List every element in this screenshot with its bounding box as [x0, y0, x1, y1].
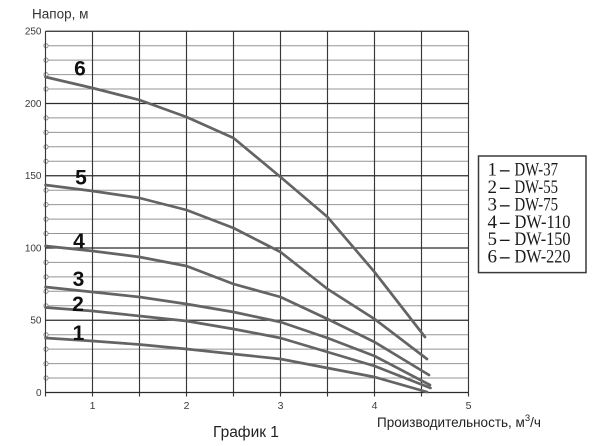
- svg-text:–: –: [499, 177, 510, 198]
- svg-text:150: 150: [25, 171, 42, 182]
- svg-text:–: –: [499, 229, 510, 250]
- svg-text:5: 5: [488, 229, 498, 250]
- svg-text:200: 200: [25, 99, 42, 110]
- svg-text:DW-150: DW-150: [515, 229, 571, 250]
- svg-text:5: 5: [466, 400, 472, 412]
- svg-text:–: –: [499, 194, 510, 215]
- svg-text:3: 3: [73, 268, 85, 291]
- svg-text:4: 4: [488, 212, 498, 233]
- svg-text:3: 3: [488, 194, 498, 215]
- svg-text:250: 250: [25, 27, 42, 38]
- svg-text:100: 100: [25, 243, 42, 254]
- svg-text:–: –: [499, 247, 510, 268]
- svg-text:4: 4: [372, 400, 378, 412]
- svg-text:6: 6: [74, 58, 86, 81]
- svg-text:–: –: [499, 160, 510, 181]
- svg-text:2: 2: [488, 177, 498, 198]
- svg-text:0: 0: [36, 388, 42, 399]
- svg-text:2: 2: [72, 293, 84, 316]
- svg-text:График 1: График 1: [213, 424, 279, 441]
- svg-text:1: 1: [488, 160, 498, 181]
- svg-text:4: 4: [73, 230, 85, 253]
- svg-text:Напор, м: Напор, м: [32, 7, 88, 22]
- svg-text:3: 3: [278, 400, 284, 412]
- svg-text:5: 5: [75, 167, 87, 190]
- svg-text:1: 1: [73, 322, 85, 345]
- svg-text:DW-75: DW-75: [515, 194, 559, 215]
- svg-text:DW-220: DW-220: [515, 247, 571, 268]
- svg-text:–: –: [499, 212, 510, 233]
- svg-text:Производительность, м3/ч: Производительность, м3/ч: [377, 413, 541, 430]
- svg-text:DW-55: DW-55: [515, 177, 559, 198]
- svg-text:DW-110: DW-110: [515, 212, 571, 233]
- svg-text:50: 50: [30, 316, 42, 327]
- svg-text:1: 1: [90, 400, 96, 412]
- svg-text:DW-37: DW-37: [515, 160, 559, 181]
- svg-text:6: 6: [488, 247, 498, 268]
- svg-text:2: 2: [184, 400, 190, 412]
